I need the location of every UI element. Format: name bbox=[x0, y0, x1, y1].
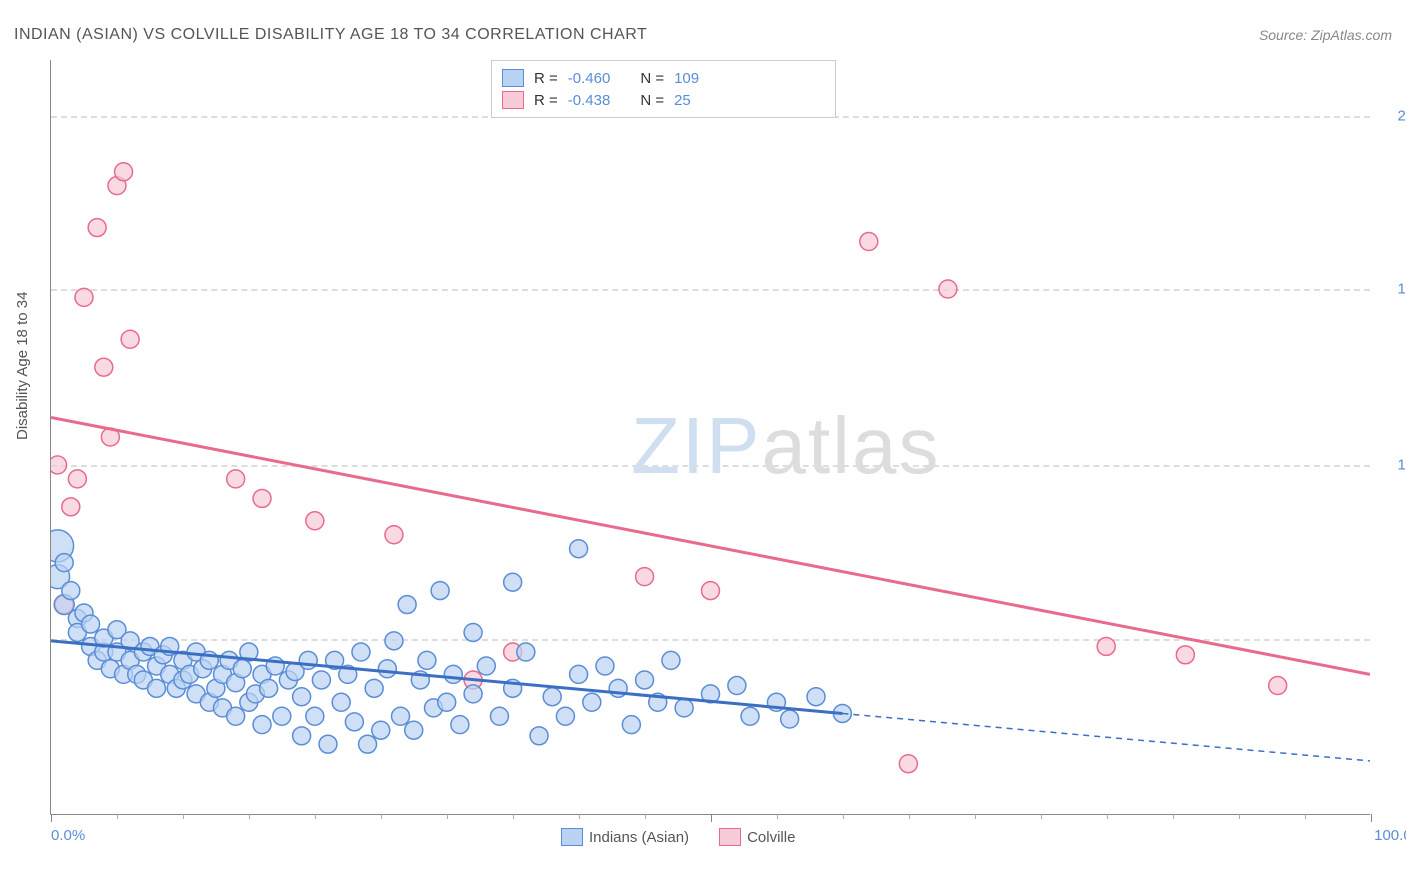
x-tick-minor bbox=[843, 814, 844, 819]
x-tick-minor bbox=[1305, 814, 1306, 819]
y-axis-label: Disability Age 18 to 34 bbox=[14, 292, 31, 440]
x-tick-minor bbox=[1041, 814, 1042, 819]
x-tick-minor bbox=[1173, 814, 1174, 819]
x-max-label: 100.0% bbox=[1374, 827, 1406, 844]
x-tick-minor bbox=[579, 814, 580, 819]
x-tick-minor bbox=[645, 814, 646, 819]
x-tick-minor bbox=[777, 814, 778, 819]
legend-row-pink: R = -0.438 N = 25 bbox=[502, 89, 825, 111]
x-tick-minor bbox=[1107, 814, 1108, 819]
x-min-label: 0.0% bbox=[51, 827, 85, 844]
x-tick-minor bbox=[249, 814, 250, 819]
x-tick-minor bbox=[513, 814, 514, 819]
series-legend: Indians (Asian) Colville bbox=[561, 828, 795, 846]
x-tick-minor bbox=[1239, 814, 1240, 819]
x-tick-minor bbox=[183, 814, 184, 819]
x-tick-minor bbox=[315, 814, 316, 819]
chart-plot-area: ZIPatlas R = -0.460 N = 109 R = -0.438 N… bbox=[50, 60, 1370, 815]
legend-swatch-pink-icon bbox=[502, 91, 524, 109]
x-tick-major bbox=[1371, 814, 1372, 822]
y-tick-label: 25.0% bbox=[1380, 107, 1406, 124]
y-tick-label: 6.3% bbox=[1380, 630, 1406, 647]
x-tick-minor bbox=[975, 814, 976, 819]
scatter-plot bbox=[51, 60, 1370, 814]
legend-swatch-colville-icon bbox=[719, 828, 741, 846]
legend-item-indians: Indians (Asian) bbox=[561, 828, 689, 846]
x-tick-minor bbox=[909, 814, 910, 819]
correlation-legend: R = -0.460 N = 109 R = -0.438 N = 25 bbox=[491, 60, 836, 118]
legend-row-blue: R = -0.460 N = 109 bbox=[502, 67, 825, 89]
chart-source: Source: ZipAtlas.com bbox=[1259, 27, 1392, 43]
x-tick-major bbox=[711, 814, 712, 822]
x-tick-minor bbox=[447, 814, 448, 819]
legend-swatch-blue-icon bbox=[502, 69, 524, 87]
y-tick-label: 12.5% bbox=[1380, 457, 1406, 474]
legend-item-colville: Colville bbox=[719, 828, 795, 846]
legend-swatch-indians-icon bbox=[561, 828, 583, 846]
x-tick-minor bbox=[381, 814, 382, 819]
chart-title: INDIAN (ASIAN) VS COLVILLE DISABILITY AG… bbox=[14, 26, 647, 44]
x-tick-minor bbox=[117, 814, 118, 819]
x-tick-major bbox=[51, 814, 52, 822]
y-tick-label: 18.8% bbox=[1380, 281, 1406, 298]
